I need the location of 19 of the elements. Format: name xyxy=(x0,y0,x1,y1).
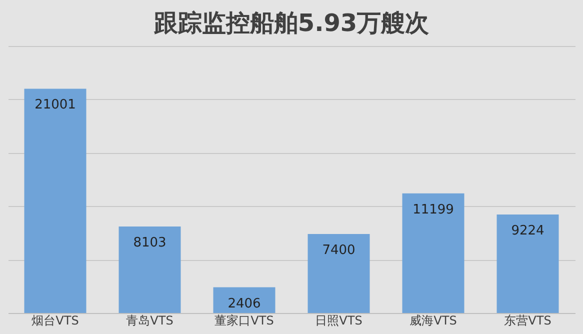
bar xyxy=(402,193,464,313)
x-tick-label: 董家口VTS xyxy=(214,314,274,328)
data-label: 21001 xyxy=(34,98,76,113)
bar xyxy=(24,88,86,313)
data-label: 8103 xyxy=(133,235,166,250)
data-label: 9224 xyxy=(511,223,544,238)
data-label: 11199 xyxy=(412,202,454,218)
x-tick-label: 日照VTS xyxy=(315,314,362,328)
x-tick-label: 威海VTS xyxy=(410,314,457,328)
x-tick-label: 青岛VTS xyxy=(126,314,174,328)
chart-title: 跟踪监控船舶5.93万艘次 xyxy=(152,9,430,37)
data-label: 2406 xyxy=(228,296,261,312)
x-tick-label: 烟台VTS xyxy=(32,314,79,328)
data-label: 7400 xyxy=(322,242,356,258)
bar xyxy=(496,214,559,313)
x-tick-label: 东营VTS xyxy=(504,314,552,328)
bar xyxy=(118,226,181,313)
bar xyxy=(308,234,370,313)
bar xyxy=(213,287,276,313)
